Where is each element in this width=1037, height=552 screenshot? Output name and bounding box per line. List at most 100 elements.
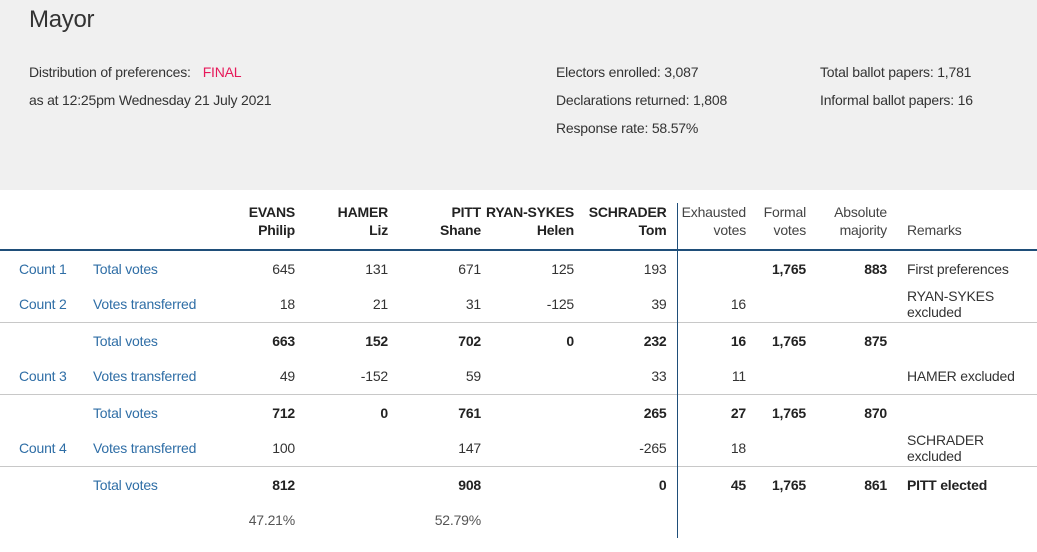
cell-remark: HAMER excluded	[907, 368, 1015, 385]
count-label: Count 2	[19, 296, 67, 313]
absolute-majority-header: Absolute majority	[834, 204, 887, 238]
cell-formal: 1,765	[771, 476, 806, 493]
declarations-returned: Declarations returned: 1,808	[556, 92, 728, 108]
table-header-row: EVANS Philip HAMER Liz PITT Shane RYAN-SYKE…	[0, 203, 1037, 250]
cell-hamer: 131	[365, 260, 388, 277]
row-label: Total votes	[93, 476, 158, 493]
cell-hamer	[295, 503, 388, 539]
cell-evans: 663	[272, 332, 295, 349]
table-row: Total votes 812 908 0 45 1,765 861 PITT …	[0, 466, 1037, 503]
cell-absolute-majority: 875	[864, 332, 887, 349]
cell-schrader: 265	[643, 404, 667, 421]
cell-evans: 18	[279, 296, 295, 313]
candidate-header-pitt: PITT Shane	[439, 204, 481, 238]
page-title: Mayor	[29, 6, 95, 33]
results-header: Mayor Distribution of preferences: FINAL …	[0, 0, 1037, 190]
table-row: Total votes 663 152 702 0 232 16 1,765 8…	[0, 322, 1037, 359]
cell-exhausted: 16	[676, 286, 746, 323]
count-label	[0, 467, 93, 503]
cell-absolute-majority: 883	[864, 260, 887, 277]
cell-schrader: 232	[643, 332, 667, 349]
cell-formal	[746, 431, 806, 467]
cell-remark	[887, 503, 1037, 539]
cell-ryan-sykes	[481, 503, 574, 539]
cell-absolute-majority	[806, 503, 887, 539]
cell-pitt: 31	[465, 296, 481, 313]
table-row: Count 2 Votes transferred 18 21 31 -125 …	[0, 286, 1037, 323]
cell-absolute-majority	[806, 287, 887, 323]
cell-hamer	[295, 467, 388, 503]
count-label	[0, 503, 93, 539]
cell-exhausted: 11	[676, 358, 746, 395]
cell-absolute-majority	[806, 359, 887, 395]
label-col-header	[93, 203, 213, 250]
as-at-timestamp: as at 12:25pm Wednesday 21 July 2021	[29, 92, 272, 108]
preference-distribution-table: EVANS Philip HAMER Liz PITT Shane RYAN-SYKE…	[0, 203, 1037, 538]
cell-absolute-majority	[806, 431, 887, 467]
cell-exhausted: 45	[676, 466, 746, 503]
cell-evans: 100	[272, 440, 295, 457]
cell-ryan-sykes	[481, 431, 574, 467]
cell-exhausted: 16	[676, 322, 746, 359]
table-row: Count 3 Votes transferred 49 -152 59 33 …	[0, 358, 1037, 395]
cell-exhausted	[676, 250, 746, 287]
cell-remark: PITT elected	[907, 476, 988, 493]
distribution-label: Distribution of preferences:	[29, 64, 191, 80]
cell-ryan-sykes: 0	[566, 332, 574, 349]
count-label: Count 1	[19, 260, 67, 277]
row-label: Votes transferred	[93, 440, 197, 457]
cell-ryan-sykes: -125	[546, 296, 574, 313]
cell-ryan-sykes	[481, 467, 574, 503]
cell-hamer	[295, 431, 388, 467]
cell-schrader: 39	[651, 296, 667, 313]
candidate-header-ryan-sykes: RYAN-SYKES Helen	[486, 204, 574, 238]
cell-ryan-sykes: 125	[551, 260, 574, 277]
cell-evans: 49	[279, 368, 295, 385]
count-label	[0, 395, 93, 431]
cell-schrader: 193	[643, 260, 667, 277]
cell-schrader	[574, 503, 677, 539]
cell-formal: 1,765	[771, 260, 806, 277]
cell-formal	[746, 503, 806, 539]
percentage-row: 47.21% 52.79%	[0, 502, 1037, 539]
cell-pitt: 671	[458, 260, 481, 277]
cell-exhausted: 18	[676, 430, 746, 467]
cell-remark: RYAN-SYKES excluded	[907, 288, 994, 321]
enrolment-stats: Electors enrolled: 3,087 Declarations re…	[556, 58, 727, 142]
cell-absolute-majority: 861	[864, 476, 887, 493]
cell-exhausted: 27	[676, 394, 746, 431]
cell-evans: 645	[272, 260, 295, 277]
row-label: Total votes	[93, 404, 158, 421]
cell-evans: 712	[272, 404, 295, 421]
cell-pitt: 702	[458, 332, 481, 349]
cell-formal: 1,765	[771, 332, 806, 349]
cell-ryan-sykes	[481, 359, 574, 395]
cell-evans: 812	[272, 476, 295, 493]
cell-remark	[887, 395, 1037, 431]
ballot-stats: Total ballot papers: 1,781 Informal ball…	[820, 58, 973, 114]
remarks-header: Remarks	[907, 222, 962, 238]
row-label: Votes transferred	[93, 296, 197, 313]
cell-hamer: 21	[372, 296, 388, 313]
row-label: Total votes	[93, 332, 158, 349]
count-col-header	[0, 203, 93, 250]
row-label: Votes transferred	[93, 368, 197, 385]
table-row: Count 1 Total votes 645 131 671 125 193 …	[0, 250, 1037, 287]
row-label: Total votes	[93, 260, 158, 277]
candidate-header-evans: EVANS Philip	[248, 204, 295, 238]
cell-pitt: 908	[458, 476, 481, 493]
cell-evans: 47.21%	[248, 512, 295, 529]
formal-votes-header: Formal votes	[763, 204, 807, 238]
count-label: Count 3	[19, 368, 67, 385]
count-label	[0, 323, 93, 359]
cell-pitt: 761	[458, 404, 481, 421]
cell-ryan-sykes	[481, 395, 574, 431]
table-row: Count 4 Votes transferred 100 147 -265 1…	[0, 430, 1037, 467]
cell-pitt: 59	[465, 368, 481, 385]
candidate-header-hamer: HAMER Liz	[337, 204, 389, 238]
cell-exhausted	[676, 502, 746, 538]
cell-formal: 1,765	[771, 404, 806, 421]
cell-hamer: 152	[365, 332, 388, 349]
cell-absolute-majority: 870	[864, 404, 887, 421]
cell-remark	[887, 323, 1037, 359]
